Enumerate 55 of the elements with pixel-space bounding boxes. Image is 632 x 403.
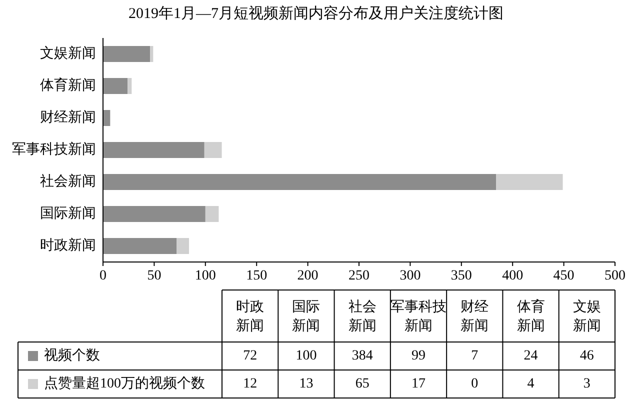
bar bbox=[103, 78, 128, 94]
category-label: 时政新闻 bbox=[236, 299, 264, 334]
data-label: 46 bbox=[580, 348, 594, 364]
bar bbox=[128, 78, 132, 94]
x-tick-label: 450 bbox=[553, 268, 574, 284]
x-tick-label: 500 bbox=[604, 268, 626, 284]
category-label: 体育新闻 bbox=[516, 298, 545, 334]
x-tick-label: 150 bbox=[246, 268, 268, 284]
data-label: 4 bbox=[527, 376, 534, 392]
bar bbox=[150, 46, 154, 62]
x-tick-label: 200 bbox=[297, 268, 318, 284]
bar bbox=[103, 110, 110, 126]
category-label: 军事科技新闻 bbox=[390, 299, 446, 334]
category-label: 社会新闻 bbox=[348, 299, 376, 334]
x-tick-label: 0 bbox=[100, 268, 106, 284]
y-tick-label: 文娱新闻 bbox=[40, 46, 96, 62]
data-label: 17 bbox=[412, 376, 426, 392]
category-label: 文娱新闻 bbox=[572, 299, 601, 334]
y-tick-label: 军事科技新闻 bbox=[12, 142, 96, 158]
bar bbox=[103, 174, 496, 190]
x-tick-label: 300 bbox=[400, 268, 421, 284]
bar bbox=[496, 174, 563, 190]
bar bbox=[103, 142, 204, 158]
data-label: 384 bbox=[352, 348, 373, 364]
bar bbox=[205, 206, 219, 222]
bar bbox=[103, 238, 177, 254]
data-label: 24 bbox=[524, 348, 538, 364]
chart-title: 2019年1月—7月短视频新闻内容分布及用户关注度统计图 bbox=[128, 5, 504, 22]
data-label: 100 bbox=[296, 348, 317, 364]
x-tick-label: 100 bbox=[194, 268, 216, 284]
data-label: 0 bbox=[471, 376, 478, 392]
data-label: 7 bbox=[471, 348, 478, 364]
y-tick-label: 时政新闻 bbox=[40, 238, 96, 254]
y-tick-label: 国际新闻 bbox=[40, 206, 96, 222]
bar bbox=[176, 238, 190, 254]
data-label: 72 bbox=[243, 348, 258, 364]
category-label: 国际新闻 bbox=[292, 300, 320, 334]
category-label: 财经新闻 bbox=[460, 299, 489, 334]
x-tick-label: 250 bbox=[348, 268, 370, 284]
data-label: 3 bbox=[583, 376, 590, 392]
x-tick-label: 400 bbox=[502, 268, 524, 284]
data-label: 65 bbox=[355, 376, 370, 392]
x-tick-label: 50 bbox=[147, 268, 162, 284]
legend-label: 视频个数 bbox=[44, 348, 100, 364]
y-tick-label: 社会新闻 bbox=[40, 174, 96, 190]
y-tick-label: 体育新闻 bbox=[40, 76, 96, 94]
data-label: 12 bbox=[243, 376, 258, 392]
bar bbox=[103, 206, 206, 222]
y-tick-label: 财经新闻 bbox=[40, 110, 96, 126]
legend-label: 点赞量超100万的视频个数 bbox=[44, 376, 205, 392]
x-tick-label: 350 bbox=[450, 268, 472, 284]
bar bbox=[204, 142, 222, 158]
bar bbox=[103, 46, 150, 62]
data-label: 99 bbox=[412, 348, 426, 364]
data-label: 13 bbox=[299, 376, 314, 392]
